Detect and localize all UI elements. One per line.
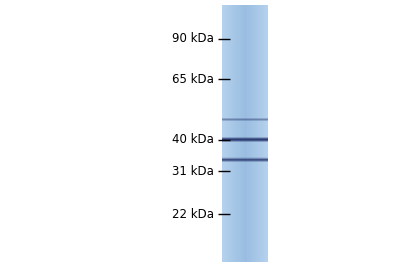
Text: 40 kDa: 40 kDa xyxy=(172,133,214,146)
Text: 90 kDa: 90 kDa xyxy=(172,32,214,45)
Text: 31 kDa: 31 kDa xyxy=(172,165,214,178)
Text: 22 kDa: 22 kDa xyxy=(172,207,214,221)
Text: 65 kDa: 65 kDa xyxy=(172,73,214,86)
